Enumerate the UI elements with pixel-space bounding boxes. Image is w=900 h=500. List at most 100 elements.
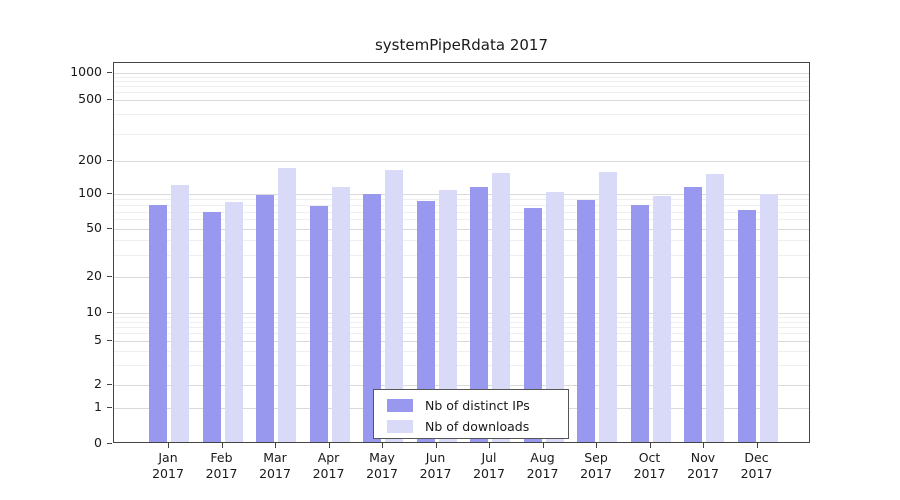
- legend-swatch: [387, 399, 413, 412]
- y-axis-tick: [107, 311, 112, 313]
- y-tick-label: 5: [94, 332, 102, 347]
- y-tick-label: 100: [78, 185, 102, 200]
- y-axis-tick: [107, 159, 112, 161]
- x-tick-label: Jun 2017: [406, 450, 466, 482]
- bar-downloads: [492, 172, 510, 442]
- bar-downloads: [385, 170, 403, 442]
- x-tick-year: 2017: [366, 466, 398, 481]
- minor-gridline: [114, 198, 809, 200]
- major-gridline: [114, 160, 809, 162]
- minor-gridline: [114, 211, 809, 213]
- bar-distinct-ips: [577, 200, 595, 442]
- x-tick-label: May 2017: [352, 450, 412, 482]
- major-gridline: [114, 228, 809, 230]
- bar-distinct-ips: [416, 201, 435, 442]
- major-gridline: [114, 193, 809, 195]
- bar-downloads: [545, 192, 564, 442]
- x-axis-tick: [435, 443, 437, 448]
- legend: Nb of distinct IPs Nb of downloads: [373, 389, 569, 439]
- y-tick-label: 2: [94, 376, 102, 391]
- major-gridline: [114, 384, 809, 386]
- minor-gridline: [114, 326, 809, 328]
- minor-gridline: [114, 255, 809, 257]
- y-axis-tick: [107, 227, 112, 229]
- x-tick-label: Aug 2017: [513, 450, 573, 482]
- x-tick-label: Jul 2017: [459, 450, 519, 482]
- bar-downloads: [278, 168, 296, 442]
- x-axis-tick: [221, 443, 223, 448]
- bar-downloads: [599, 172, 617, 442]
- x-tick-label: Feb 2017: [192, 450, 252, 482]
- x-tick-label: Sep 2017: [566, 450, 626, 482]
- minor-gridline: [114, 351, 809, 353]
- y-axis-tick: [107, 442, 112, 444]
- x-tick-label: Mar 2017: [245, 450, 305, 482]
- y-tick-label: 1000: [70, 64, 102, 79]
- x-tick-year: 2017: [687, 466, 719, 481]
- x-axis-tick: [489, 443, 490, 448]
- legend-label: Nb of distinct IPs: [425, 398, 530, 413]
- legend-label: Nb of downloads: [425, 419, 530, 434]
- x-axis-tick: [328, 443, 330, 448]
- x-axis-tick: [275, 443, 276, 448]
- bar-distinct-ips: [256, 194, 274, 442]
- y-axis-tick: [107, 71, 112, 73]
- minor-gridline: [114, 114, 809, 116]
- y-tick-label: 20: [86, 268, 102, 283]
- x-tick-year: 2017: [312, 466, 345, 481]
- x-tick-label: Nov 2017: [673, 450, 733, 482]
- x-tick-year: 2017: [419, 466, 452, 481]
- x-axis-tick: [756, 443, 758, 448]
- minor-gridline: [114, 316, 809, 318]
- bar-distinct-ips: [202, 212, 221, 442]
- bar-distinct-ips: [523, 207, 542, 442]
- bar-distinct-ips: [149, 204, 167, 442]
- y-axis-tick: [107, 406, 112, 408]
- y-tick-label: 10: [86, 304, 102, 319]
- x-tick-year: 2017: [205, 466, 238, 481]
- minor-gridline: [114, 92, 809, 94]
- minor-gridline: [114, 76, 809, 78]
- y-axis-tick: [107, 383, 112, 385]
- x-axis-tick: [649, 443, 651, 448]
- x-tick-label: Dec 2017: [727, 450, 787, 482]
- minor-gridline: [114, 365, 809, 367]
- bar-distinct-ips: [309, 205, 328, 442]
- x-tick-year: 2017: [473, 466, 505, 481]
- bar-distinct-ips: [630, 205, 649, 442]
- x-tick-year: 2017: [740, 466, 773, 481]
- chart-title: systemPipeRdata 2017: [374, 36, 548, 54]
- y-tick-label: 200: [78, 152, 102, 167]
- y-tick-label: 1: [94, 399, 102, 414]
- y-axis-tick: [107, 192, 112, 194]
- x-tick-year: 2017: [152, 466, 184, 481]
- minor-gridline: [114, 333, 809, 335]
- plot-area: Nb of distinct IPs Nb of downloads: [113, 62, 810, 443]
- x-tick-year: 2017: [633, 466, 666, 481]
- y-tick-label: 50: [86, 220, 102, 235]
- x-tick-label: Oct 2017: [620, 450, 680, 482]
- minor-gridline: [114, 321, 809, 323]
- x-axis-tick: [168, 443, 169, 448]
- x-axis-tick: [382, 443, 383, 448]
- bar-downloads: [331, 186, 350, 442]
- x-tick-label: Apr 2017: [299, 450, 359, 482]
- minor-gridline: [114, 81, 809, 83]
- y-axis-tick: [107, 98, 112, 100]
- minor-gridline: [114, 219, 809, 221]
- y-tick-label: 0: [94, 435, 102, 450]
- bar-distinct-ips: [684, 187, 702, 442]
- legend-swatch: [387, 420, 413, 433]
- bar-downloads: [171, 185, 189, 442]
- bar-downloads: [759, 193, 778, 442]
- x-tick-year: 2017: [580, 466, 612, 481]
- minor-gridline: [114, 86, 809, 88]
- major-gridline: [114, 340, 809, 342]
- minor-gridline: [114, 204, 809, 206]
- bar-distinct-ips: [470, 187, 488, 442]
- major-gridline: [114, 276, 809, 278]
- bar-downloads: [652, 196, 671, 442]
- x-tick-year: 2017: [526, 466, 559, 481]
- legend-row: Nb of downloads: [387, 419, 558, 434]
- major-gridline: [114, 99, 809, 101]
